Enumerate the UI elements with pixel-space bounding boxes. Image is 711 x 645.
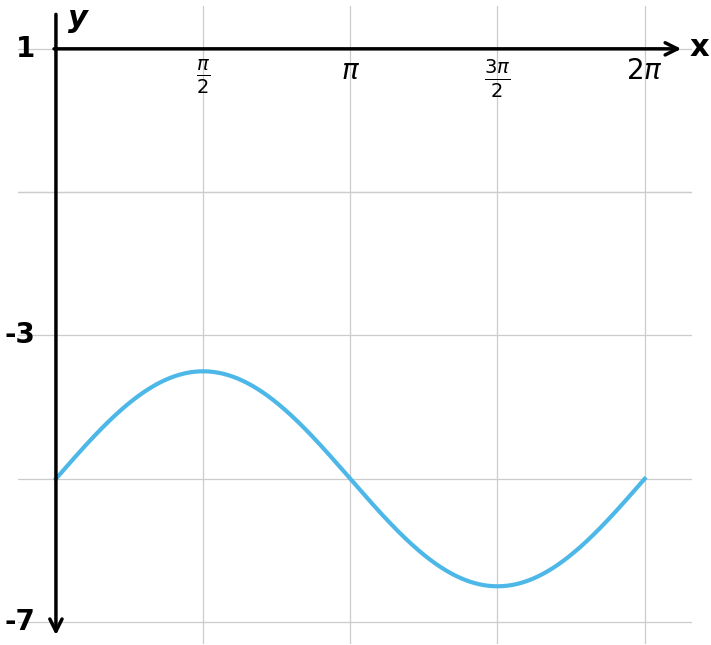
Text: 1: 1 — [16, 35, 36, 63]
Text: y: y — [68, 5, 88, 34]
Text: -3: -3 — [4, 321, 36, 350]
Text: $2\pi$: $2\pi$ — [626, 57, 663, 85]
Text: x: x — [690, 33, 710, 62]
Text: -7: -7 — [4, 608, 36, 636]
Text: $\frac{3\pi}{2}$: $\frac{3\pi}{2}$ — [484, 57, 510, 99]
Text: $\pi$: $\pi$ — [341, 57, 360, 85]
Text: $\frac{\pi}{2}$: $\frac{\pi}{2}$ — [196, 57, 210, 96]
